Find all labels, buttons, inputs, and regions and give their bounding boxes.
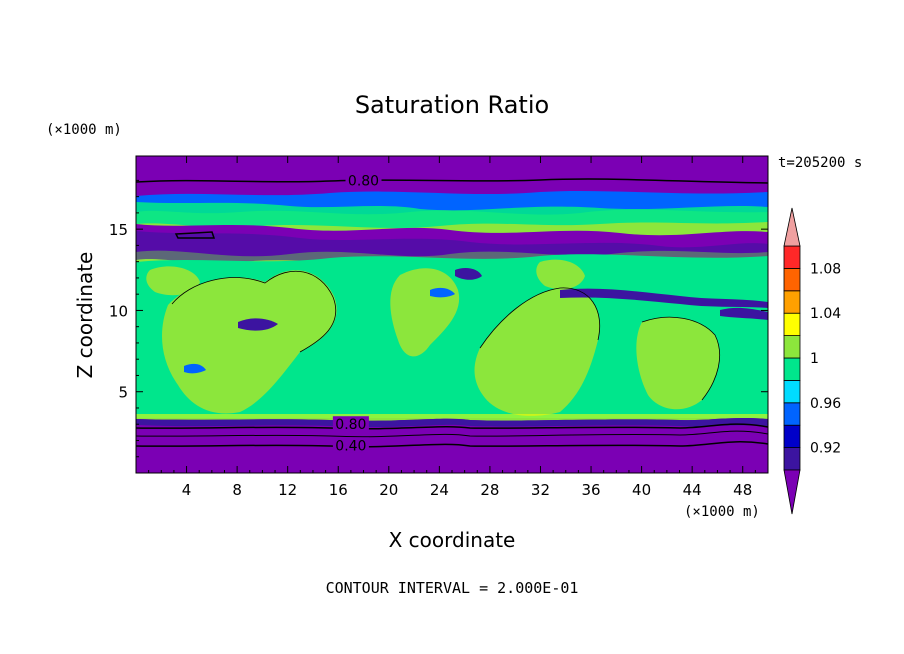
dry-streak-5 <box>720 307 768 320</box>
x-tick-label: 28 <box>480 481 499 499</box>
dry-streak-4 <box>455 268 482 280</box>
colorbar-under-triangle <box>783 469 801 515</box>
x-tick-label: 4 <box>182 481 192 499</box>
colorbar-segment <box>783 290 801 314</box>
colorbar-segment <box>783 267 801 292</box>
colorbar-segment <box>783 402 801 426</box>
colorbar-segment <box>783 447 801 471</box>
x-tick-label: 12 <box>278 481 297 499</box>
contour-line-cloud-3 <box>641 316 721 401</box>
x-tick-label: 32 <box>531 481 550 499</box>
time-label: t=205200 s <box>778 155 862 171</box>
upper-dry-layer <box>136 156 768 196</box>
x-tick-label: 40 <box>632 481 651 499</box>
contour-label-bg <box>332 437 369 453</box>
y-tick-label: 15 <box>109 221 128 239</box>
contour-label-bg <box>332 416 369 432</box>
contour-line-cloud-2 <box>479 287 601 349</box>
y-units-label: (×1000 m) <box>46 122 122 138</box>
contour-line-lower-2 <box>136 430 768 438</box>
colorbar-segment <box>783 335 801 359</box>
cloud-blob-3 <box>474 287 600 416</box>
cloud-blob-4 <box>636 317 720 410</box>
lower-dry-layer <box>136 418 768 473</box>
surface-warm-strip <box>136 414 768 418</box>
cloud-blob-6 <box>146 266 200 296</box>
contour-label-bg <box>345 172 382 188</box>
colorbar-segment <box>783 357 801 381</box>
contour-line-upper <box>136 178 768 184</box>
contour-label: 0.80 <box>335 417 366 433</box>
y-axis-label: Z coordinate <box>73 252 97 379</box>
x-tick-label: 36 <box>581 481 600 499</box>
colorbar-segment <box>783 424 801 449</box>
dry-streak-2 <box>238 318 278 331</box>
dry-streak-3 <box>430 287 455 298</box>
colorbar-tick-label: 1.08 <box>810 261 841 277</box>
contour-line-lower-3 <box>136 441 768 448</box>
x-tick-label: 48 <box>733 481 752 499</box>
contour-line-lower-1 <box>136 423 768 430</box>
contour-line-cloud-1 <box>171 270 337 353</box>
lower-dark-band <box>136 418 768 428</box>
dry-streak-1 <box>560 288 768 308</box>
plot-field <box>136 156 768 473</box>
colorbar-tick-label: 1 <box>810 351 819 367</box>
colorbar: 1.08 1.04 1 0.96 0.92 <box>783 207 841 515</box>
contour-interval-label: CONTOUR INTERVAL = 2.000E-01 <box>326 579 579 597</box>
y-tick-label: 10 <box>109 302 128 320</box>
colorbar-segment <box>783 379 801 404</box>
x-tick-label: 44 <box>683 481 702 499</box>
x-tick-label: 16 <box>329 481 348 499</box>
y-axis-ticks: 5 10 15 <box>109 179 768 458</box>
chart-title: Saturation Ratio <box>355 91 549 119</box>
cloud-blob-1 <box>162 270 337 414</box>
x-units-label: (×1000 m) <box>684 504 760 520</box>
x-axis-ticks: 4 8 12 16 20 24 28 32 36 40 44 48 <box>148 156 756 499</box>
x-tick-label: 8 <box>232 481 242 499</box>
contour-labels: 0.80 0.80 0.40 <box>332 172 382 454</box>
y-tick-label: 5 <box>118 384 128 402</box>
upper-green-band <box>136 202 768 228</box>
x-tick-label: 20 <box>379 481 398 499</box>
colorbar-segment <box>783 245 801 269</box>
contour-label: 0.80 <box>348 173 379 189</box>
dry-streak-6 <box>184 363 206 374</box>
x-tick-label: 24 <box>430 481 449 499</box>
cloud-blob-5 <box>536 259 585 290</box>
x-axis-label: X coordinate <box>389 528 516 552</box>
colorbar-over-triangle <box>783 207 801 247</box>
colorbar-tick-label: 0.92 <box>810 441 841 457</box>
colorbar-tick-label: 1.04 <box>810 306 841 322</box>
contour-label: 0.40 <box>335 438 366 454</box>
colorbar-segment <box>783 312 801 337</box>
contour-loop <box>174 231 216 239</box>
colorbar-tick-label: 0.96 <box>810 396 841 412</box>
